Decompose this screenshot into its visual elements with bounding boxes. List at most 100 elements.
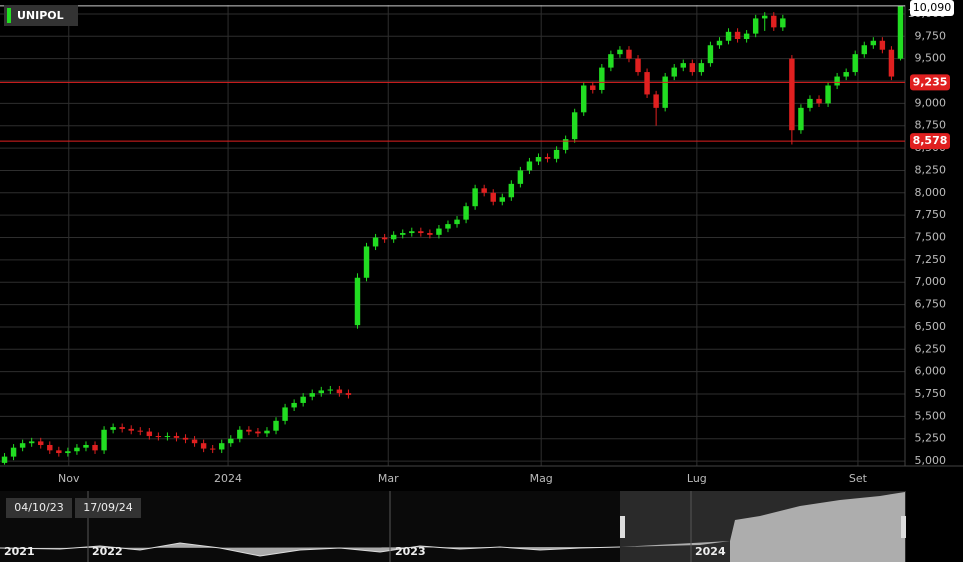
candle-body bbox=[128, 428, 134, 431]
candle-body bbox=[698, 63, 705, 73]
candle-body bbox=[762, 15, 768, 19]
candle-body bbox=[454, 219, 460, 225]
candle-body bbox=[571, 112, 578, 140]
y-tick-label: 8,000 bbox=[915, 186, 947, 199]
candle-body bbox=[680, 63, 686, 68]
candle-body bbox=[834, 76, 840, 86]
last-price-label: 10,090 bbox=[913, 1, 952, 14]
candle-body bbox=[481, 188, 487, 193]
y-tick-label: 6,000 bbox=[915, 365, 947, 378]
candle-body bbox=[635, 58, 641, 73]
candle-body bbox=[10, 447, 17, 457]
candle-body bbox=[852, 54, 858, 73]
candle-body bbox=[327, 389, 334, 391]
candle-body bbox=[264, 430, 270, 434]
candle-body bbox=[65, 451, 71, 454]
price-tag bbox=[910, 74, 950, 91]
candle-body bbox=[843, 72, 849, 77]
date-box[interactable] bbox=[6, 498, 72, 518]
candle-body bbox=[499, 197, 505, 202]
candle-body bbox=[56, 450, 62, 454]
candle-body bbox=[273, 420, 279, 431]
candle-body bbox=[734, 31, 741, 39]
candle-body bbox=[870, 40, 877, 46]
candle-body bbox=[237, 429, 243, 439]
candle-body bbox=[553, 149, 560, 159]
navigator-line bbox=[0, 542, 621, 557]
candle-body bbox=[255, 431, 261, 434]
x-tick-label: Nov bbox=[58, 472, 80, 485]
candle-body bbox=[182, 437, 189, 440]
candle-body bbox=[535, 157, 542, 162]
candle-body bbox=[164, 436, 171, 438]
candle-body bbox=[28, 441, 35, 444]
candle-body bbox=[617, 49, 623, 55]
candle-body bbox=[200, 443, 207, 449]
candle-body bbox=[662, 76, 668, 108]
candle-body bbox=[381, 237, 388, 240]
candle-body bbox=[173, 436, 180, 438]
candle-body bbox=[544, 157, 551, 159]
candle-body bbox=[300, 396, 306, 403]
candle-body bbox=[345, 393, 352, 395]
y-tick-label: 7,500 bbox=[915, 231, 947, 244]
plot-area: 5,000 5,250 5,500 5,750 6,000 6,250 6,500 6,750… bbox=[0, 0, 963, 485]
date-box[interactable] bbox=[75, 498, 141, 518]
candle-body bbox=[861, 45, 867, 55]
candle-body bbox=[119, 427, 125, 429]
candle-body bbox=[400, 233, 406, 235]
y-tick-label: 5,500 bbox=[915, 409, 947, 422]
legend-label: UNIPOL bbox=[17, 9, 64, 22]
candle-body bbox=[653, 94, 659, 108]
year-label: 2022 bbox=[92, 545, 123, 558]
y-tick-label: 8,250 bbox=[915, 163, 947, 176]
candle-body bbox=[291, 402, 297, 408]
candle-body bbox=[137, 430, 143, 432]
candle-body bbox=[526, 161, 533, 171]
legend bbox=[4, 5, 78, 26]
candle-body bbox=[427, 233, 433, 235]
y-tick-label: 9,500 bbox=[915, 52, 947, 65]
candle-body bbox=[336, 389, 343, 394]
y-tick-label: 5,250 bbox=[915, 432, 947, 445]
candle-body bbox=[590, 85, 596, 90]
candle-body bbox=[92, 444, 98, 451]
candle-body bbox=[897, 5, 904, 59]
candle-body bbox=[354, 277, 361, 326]
navigator-handle[interactable] bbox=[901, 516, 906, 538]
candle-body bbox=[209, 448, 216, 450]
candle-body bbox=[780, 18, 786, 28]
x-tick-label: Lug bbox=[687, 472, 707, 485]
x-tick-label: 2024 bbox=[214, 472, 242, 485]
candle-body bbox=[38, 441, 44, 445]
candle-body bbox=[508, 183, 515, 198]
navigator-handle[interactable] bbox=[620, 516, 625, 538]
x-tick-label: Mag bbox=[530, 472, 553, 485]
year-label: 2021 bbox=[4, 545, 35, 558]
candle-body bbox=[888, 49, 895, 77]
candle-body bbox=[825, 85, 831, 104]
candle-body bbox=[282, 407, 288, 421]
candle-body bbox=[716, 40, 723, 46]
candle-body bbox=[517, 170, 524, 184]
price-tag-label: 8,578 bbox=[913, 134, 948, 147]
candle-body bbox=[798, 107, 804, 131]
candle-body bbox=[626, 49, 632, 59]
y-tick-label: 7,000 bbox=[915, 275, 947, 288]
candle-body bbox=[562, 139, 569, 150]
y-tick-label: 6,250 bbox=[915, 342, 947, 355]
y-tick-label: 6,500 bbox=[915, 320, 947, 333]
y-tick-label: 7,250 bbox=[915, 253, 947, 266]
candle-body bbox=[228, 438, 234, 444]
candle-body bbox=[671, 67, 677, 77]
navigator: 04/10/23 17/09/24 2021 2022 2023 2024 bbox=[0, 491, 906, 562]
candle-body bbox=[445, 224, 451, 229]
candle-body bbox=[789, 58, 795, 131]
candle-body bbox=[418, 231, 424, 234]
price-tag bbox=[910, 133, 950, 150]
legend-swatch bbox=[7, 8, 11, 23]
candle-body bbox=[752, 18, 759, 34]
candle-body bbox=[707, 45, 714, 64]
candle-body bbox=[110, 427, 116, 430]
